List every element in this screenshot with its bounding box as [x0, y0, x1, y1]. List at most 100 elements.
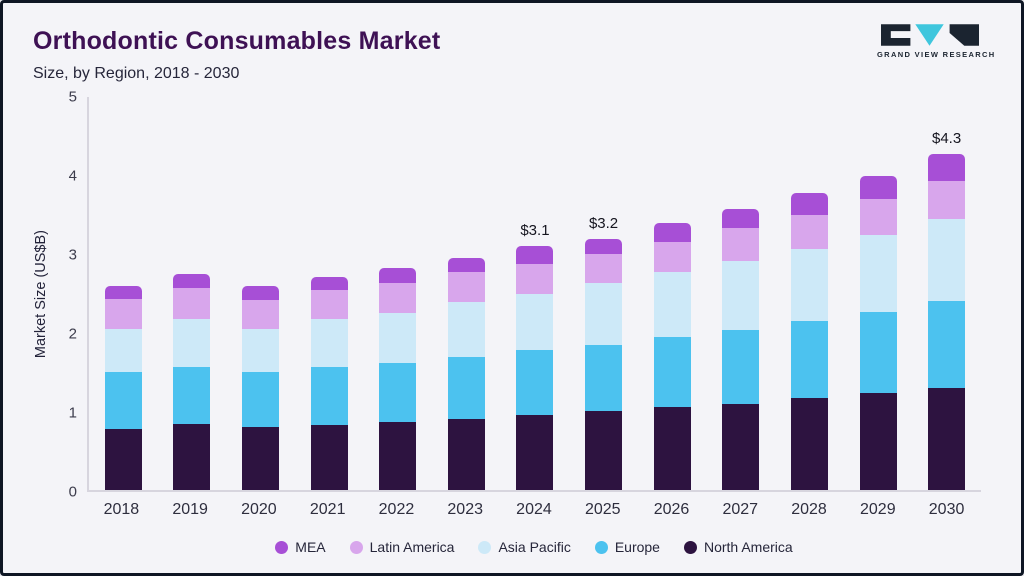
x-tick-label: 2028 [791, 501, 827, 518]
x-tick-label: 2029 [860, 501, 896, 518]
legend-item: Europe [594, 539, 660, 555]
legend-item: Asia Pacific [478, 539, 571, 555]
x-tick-label: 2018 [103, 501, 140, 518]
bar-segment [516, 415, 554, 490]
bar-segment [928, 387, 966, 490]
y-axis-label: Market Size (US$B) [33, 230, 49, 359]
bar-stack [722, 97, 760, 490]
bar-segment [516, 246, 554, 264]
bar-segment [516, 263, 554, 294]
bar-value-annotation: $3.2 [588, 214, 619, 232]
y-tick-label: 5 [68, 88, 77, 106]
legend-label: North America [703, 539, 793, 555]
bar-column [89, 97, 158, 490]
bar-segment [859, 392, 897, 490]
bar-segment [790, 398, 828, 490]
bar-column [706, 97, 775, 490]
legend-item: North America [683, 539, 793, 555]
bar-stack [790, 97, 828, 490]
bar-segment [585, 344, 623, 412]
legend-swatch [478, 540, 492, 554]
bar-segment [379, 313, 417, 363]
bar-segment [104, 372, 142, 429]
x-tick-label: 2020 [241, 501, 277, 518]
bar-segment [379, 421, 417, 490]
bar-column [844, 97, 913, 490]
x-tick-label: 2026 [653, 501, 690, 518]
bar-value-annotation: $3.1 [520, 222, 550, 240]
bar-segment [585, 238, 623, 255]
bar-segment [173, 273, 211, 289]
x-tick-label: 2025 [584, 501, 621, 518]
bar-segment [104, 285, 142, 300]
bar-stack [104, 97, 142, 490]
bar-segment [242, 427, 280, 490]
page-title: Orthodontic Consumables Market [33, 27, 441, 55]
bar-segment [379, 362, 417, 422]
y-tick-label: 4 [68, 167, 77, 185]
y-axis: 0 1 2 3 4 5 [53, 89, 87, 501]
bar-column [158, 97, 227, 490]
bar-column [295, 97, 364, 490]
bar-segment [722, 403, 760, 490]
bar-segment [790, 248, 828, 322]
bar-stack: $4.3 [928, 97, 966, 490]
bar-segment [653, 407, 691, 490]
header: Orthodontic Consumables Market Size, by … [3, 3, 1021, 87]
bar-segment [859, 175, 897, 200]
bar-segment [653, 222, 691, 243]
bar-segment [242, 328, 280, 373]
bar-segment [585, 283, 623, 345]
bar-stack [242, 97, 280, 490]
bar-segment [310, 289, 348, 319]
bar-stack [653, 97, 691, 490]
y-tick-label: 0 [68, 483, 77, 501]
bar-segment [104, 328, 142, 373]
bar-column [226, 97, 295, 490]
bar-segment [928, 301, 966, 388]
x-tick-label: 2024 [516, 501, 552, 518]
bar-segment [447, 419, 485, 490]
bar-segment [928, 218, 966, 302]
legend-swatch [683, 540, 697, 554]
bar-segment [790, 321, 828, 399]
x-tick-label: 2019 [172, 501, 208, 518]
bar-segment [585, 254, 623, 284]
x-tick-label: 2021 [309, 501, 346, 518]
bar-column [638, 97, 707, 490]
bar-stack: $3.1 [516, 97, 554, 490]
bar-segment [310, 318, 348, 368]
bar-segment [516, 350, 554, 416]
legend-item: MEA [275, 539, 326, 555]
bar-segment [447, 357, 485, 420]
bar-value-annotation: $4.3 [932, 130, 962, 148]
bar-segment [928, 181, 966, 219]
x-axis-labels: 2018 2019 2020 2021 2022 2023 2024 2025 2026 2027… [87, 501, 981, 519]
x-tick-label: 2023 [447, 501, 483, 518]
bar-stack [310, 97, 348, 490]
bar-segment [722, 228, 760, 262]
bar-stack [173, 97, 211, 490]
bar-column [775, 97, 844, 490]
y-axis-title-column: Market Size (US$B) [29, 97, 53, 492]
bar-segment [653, 336, 691, 408]
bar-segment [859, 311, 897, 393]
bar-segment [379, 268, 417, 284]
bar-segment [585, 411, 623, 490]
bar-segment [859, 199, 897, 235]
legend-label: Asia Pacific [498, 539, 571, 555]
bar-segment [859, 234, 897, 312]
x-tick-label: 2027 [722, 501, 759, 518]
bar-segment [104, 299, 142, 329]
bar-column: $3.1 [501, 97, 570, 490]
bar-stack: $3.2 [585, 97, 623, 490]
legend-swatch [349, 540, 363, 554]
x-tick-label: 2022 [378, 501, 415, 518]
bar-segment [104, 428, 142, 490]
bar-column [432, 97, 501, 490]
bar-segment [447, 302, 485, 358]
y-tick-label: 2 [68, 325, 77, 343]
bar-segment [447, 272, 485, 303]
bar-segment [516, 293, 554, 351]
